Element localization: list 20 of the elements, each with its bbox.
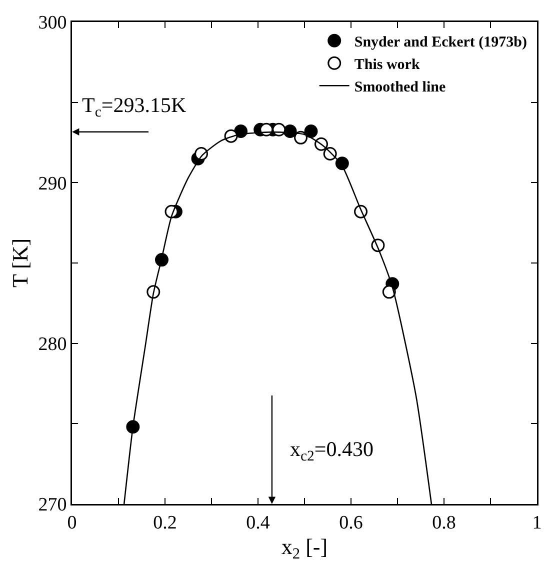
annotation: T$_{c}$=293.15K <box>82 93 186 120</box>
point <box>304 124 318 138</box>
x-tick-label: 0.4 <box>246 512 270 534</box>
y-tick-label: 290 <box>38 173 67 194</box>
legend-label: Smoothed line <box>354 80 446 96</box>
legend-label: This work <box>354 57 420 74</box>
x-axis-title: x$_{2}$ [-] <box>281 534 328 563</box>
y-tick-label: 270 <box>38 494 67 516</box>
x-tick-label: 0.6 <box>339 512 363 534</box>
x-tick-label: 0.2 <box>153 512 177 534</box>
point <box>382 285 396 299</box>
x-tick-label: 1 <box>532 512 542 534</box>
y-tick-label: 280 <box>38 334 67 355</box>
x-tick-label: 0.8 <box>432 512 456 534</box>
legend-label: Snyder and Eckert (1973b) <box>354 34 528 51</box>
x-tick-label: 0 <box>67 512 77 534</box>
y-axis-title: T [K] <box>7 238 32 288</box>
annotation: x$_{c2}$=0.430 <box>290 437 374 464</box>
y-tick-label: 300 <box>38 12 67 34</box>
point <box>335 156 349 170</box>
